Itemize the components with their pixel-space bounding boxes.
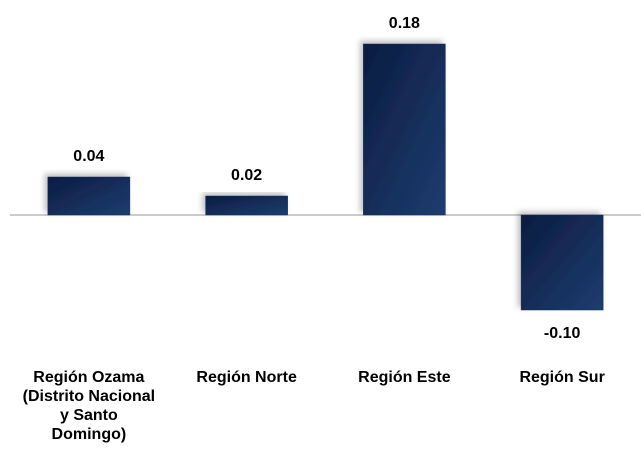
category-label: Región Ozama (Distrito Nacional y Santo …: [22, 369, 156, 443]
bar: [363, 43, 446, 216]
bar: [520, 214, 604, 311]
category-label: Región Norte: [196, 369, 297, 386]
bar: [47, 176, 131, 216]
bar: [205, 195, 288, 216]
value-label: -0.10: [544, 325, 581, 342]
category-label: Región Sur: [519, 369, 605, 386]
value-label: 0.04: [73, 148, 104, 165]
category-label: Región Este: [358, 369, 451, 386]
value-label: 0.02: [231, 167, 262, 184]
value-label: 0.18: [389, 15, 420, 32]
